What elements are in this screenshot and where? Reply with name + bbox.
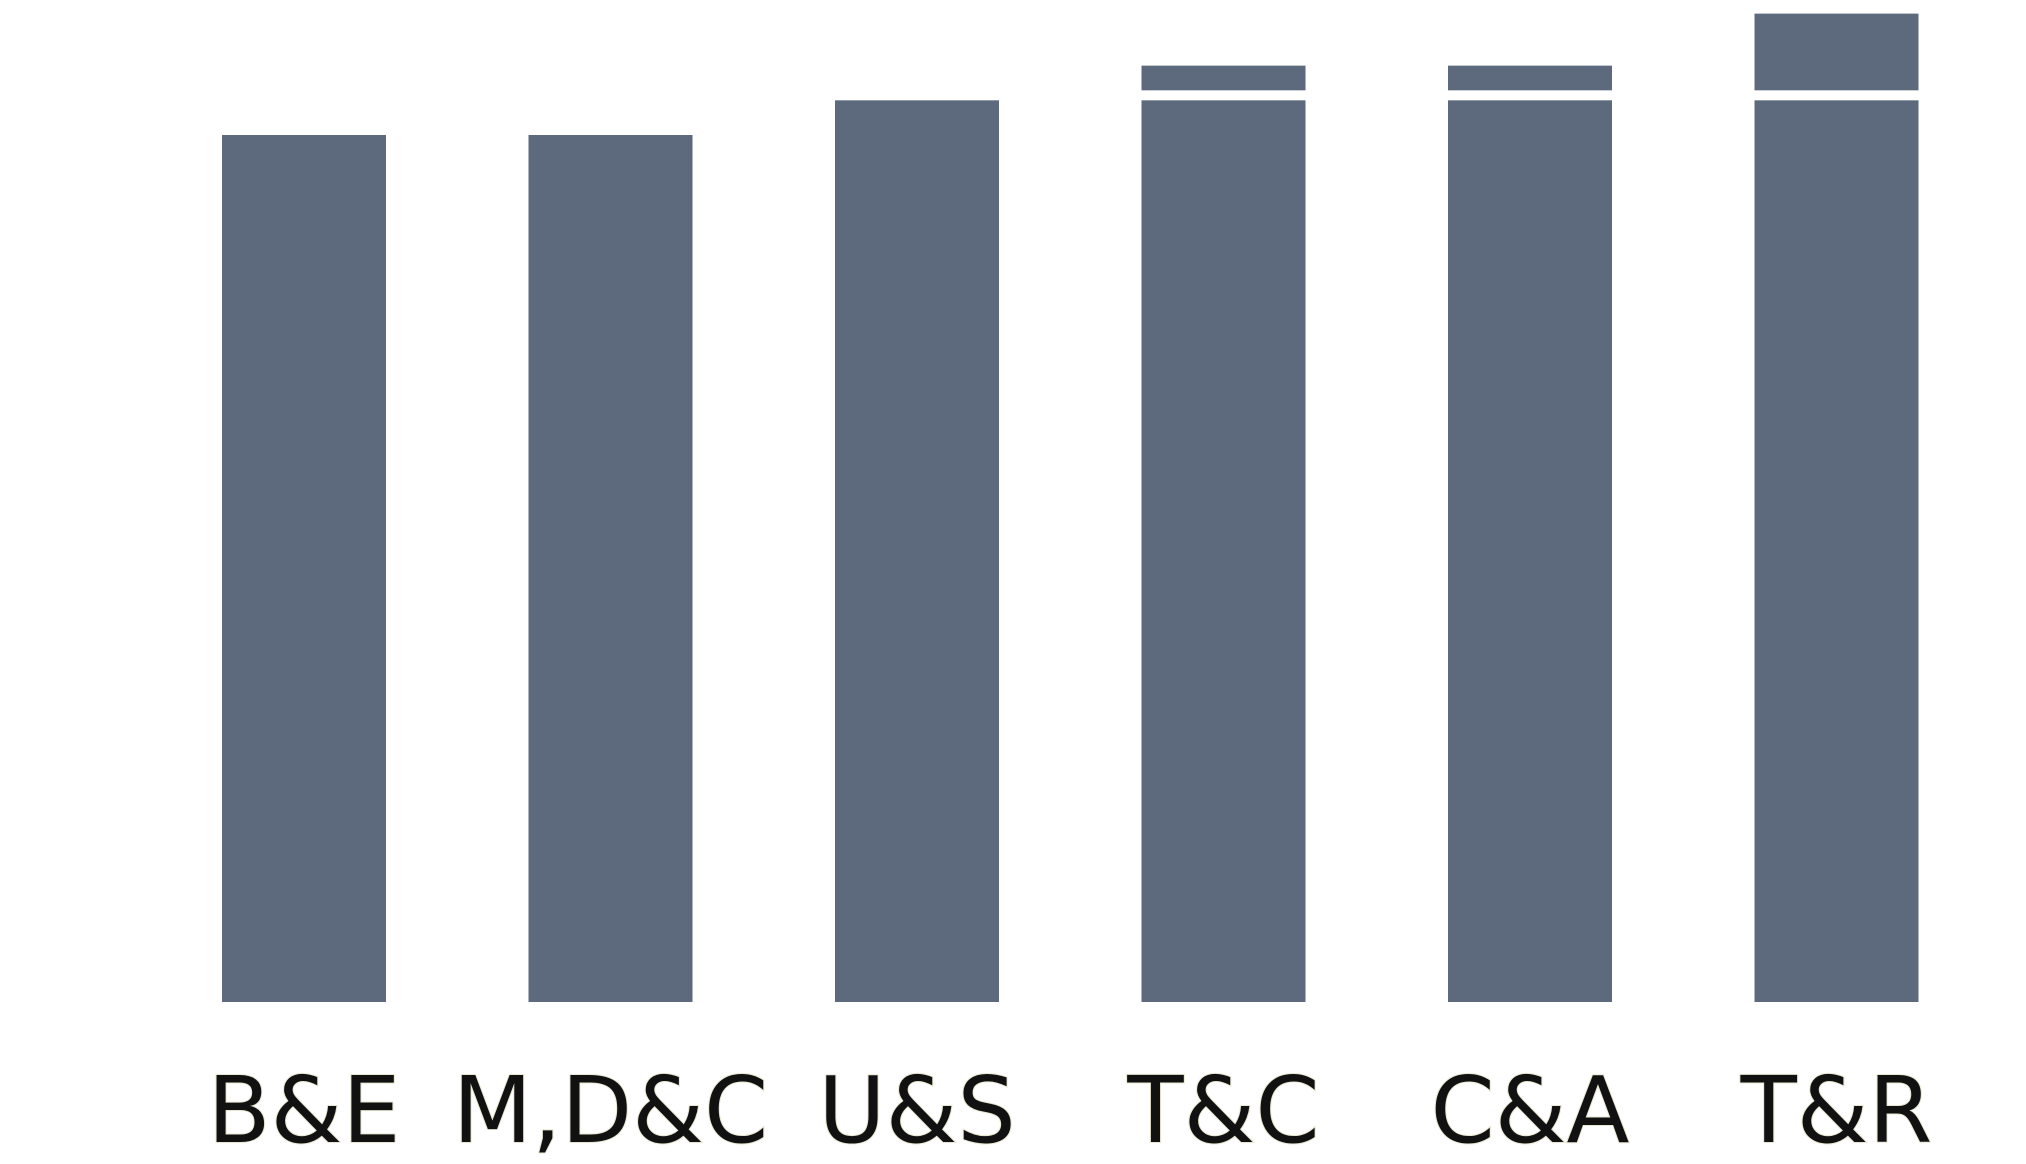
x-tick-label: M,D&C bbox=[453, 1057, 768, 1164]
bar-top-segment bbox=[1754, 13, 1919, 91]
x-tick-label: C&A bbox=[1431, 1057, 1630, 1164]
x-axis-tick-labels: B&E M,D&C U&S T&C C&A T&R bbox=[207, 1056, 1934, 1164]
x-tick-label: B&E bbox=[208, 1057, 401, 1164]
bar-base-segment bbox=[1448, 100, 1612, 1002]
bar-top-segment bbox=[1141, 65, 1306, 91]
x-tick-label: T&C bbox=[1126, 1057, 1319, 1164]
bar-base-segment bbox=[1141, 100, 1306, 1002]
bar-base-segment bbox=[1754, 100, 1919, 1002]
bar-base-segment bbox=[835, 100, 999, 1002]
x-tick-label: U&S bbox=[818, 1057, 1015, 1164]
bars-layer bbox=[222, 13, 1919, 1002]
bar-top-segment bbox=[1448, 65, 1612, 91]
bar-base-segment bbox=[222, 135, 386, 1002]
bar-base-segment bbox=[528, 135, 693, 1002]
x-tick-label: T&R bbox=[1740, 1057, 1933, 1164]
